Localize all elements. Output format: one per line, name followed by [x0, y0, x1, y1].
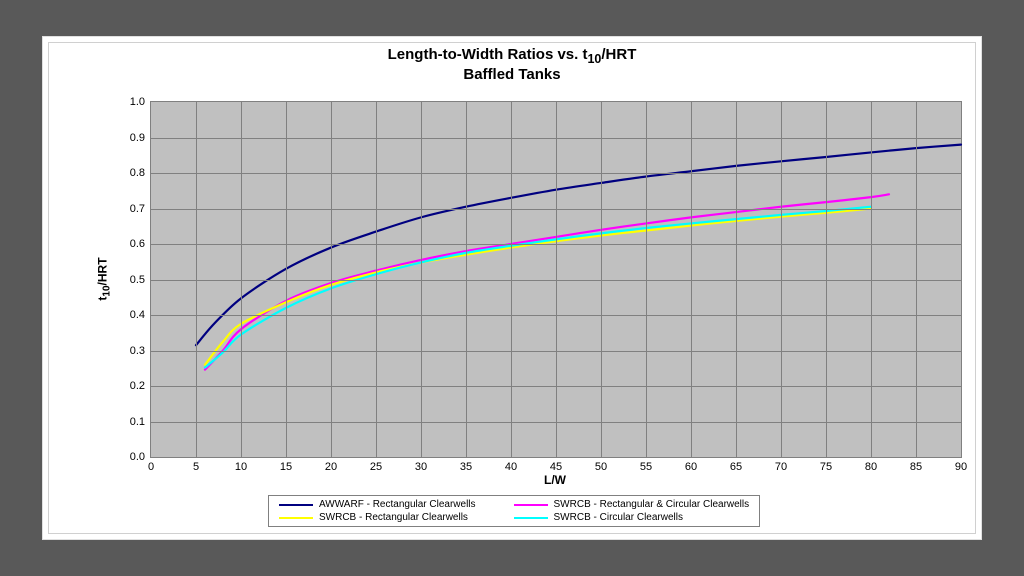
title-line1-tail: /HRT — [601, 46, 636, 63]
x-tick-label: 35 — [460, 461, 472, 473]
x-tick-label: 45 — [550, 461, 562, 473]
legend-label: SWRCB - Circular Clearwells — [554, 512, 683, 523]
legend-swatch — [279, 504, 313, 506]
x-tick-label: 10 — [235, 461, 247, 473]
gridline-horizontal — [151, 138, 961, 139]
legend-swatch — [279, 517, 313, 519]
y-tick-label: 0.3 — [130, 345, 145, 357]
y-tick-label: 0.1 — [130, 416, 145, 428]
y-tick-label: 0.9 — [130, 132, 145, 144]
legend-swatch — [514, 504, 548, 506]
gridline-horizontal — [151, 315, 961, 316]
y-tick-label: 0.8 — [130, 167, 145, 179]
y-tick-label: 1.0 — [130, 96, 145, 108]
legend-item: SWRCB - Circular Clearwells — [514, 511, 750, 524]
legend-label: SWRCB - Rectangular & Circular Clearwell… — [554, 499, 750, 510]
gridline-horizontal — [151, 422, 961, 423]
x-tick-label: 20 — [325, 461, 337, 473]
plot-area: 0510152025303540455055606570758085900.00… — [150, 101, 962, 458]
legend-item: SWRCB - Rectangular & Circular Clearwell… — [514, 498, 750, 511]
x-tick-label: 85 — [910, 461, 922, 473]
y-tick-label: 0.4 — [130, 309, 145, 321]
gridline-horizontal — [151, 244, 961, 245]
legend-swatch — [514, 517, 548, 519]
legend-item: SWRCB - Rectangular Clearwells — [279, 511, 476, 524]
x-tick-label: 25 — [370, 461, 382, 473]
x-tick-label: 15 — [280, 461, 292, 473]
x-tick-label: 55 — [640, 461, 652, 473]
x-tick-label: 5 — [193, 461, 199, 473]
y-tick-label: 0.2 — [130, 380, 145, 392]
series-line — [205, 207, 871, 368]
x-tick-label: 90 — [955, 461, 967, 473]
x-tick-label: 70 — [775, 461, 787, 473]
x-tick-label: 75 — [820, 461, 832, 473]
x-tick-label: 0 — [148, 461, 154, 473]
ylabel-pre: t — [95, 296, 109, 300]
gridline-horizontal — [151, 173, 961, 174]
x-axis-label: L/W — [544, 473, 566, 487]
title-line1-sub: 10 — [587, 52, 601, 66]
x-tick-label: 40 — [505, 461, 517, 473]
y-tick-label: 0.7 — [130, 203, 145, 215]
y-tick-label: 0.0 — [130, 451, 145, 463]
y-tick-label: 0.5 — [130, 274, 145, 286]
legend-label: SWRCB - Rectangular Clearwells — [319, 512, 468, 523]
ylabel-sub: 10 — [102, 285, 113, 296]
title-line1-pre: Length-to-Width Ratios vs. t — [388, 46, 588, 63]
x-tick-label: 65 — [730, 461, 742, 473]
y-axis-label: t10/HRT — [95, 257, 112, 300]
chart-title-line1: Length-to-Width Ratios vs. t10/HRT — [42, 46, 982, 66]
series-line — [205, 194, 889, 369]
chart-title: Length-to-Width Ratios vs. t10/HRT Baffl… — [42, 46, 982, 84]
legend-label: AWWARF - Rectangular Clearwells — [319, 499, 476, 510]
series-line — [205, 209, 871, 365]
chart-title-line2: Baffled Tanks — [42, 66, 982, 83]
gridline-horizontal — [151, 351, 961, 352]
y-tick-label: 0.6 — [130, 238, 145, 250]
legend-item: AWWARF - Rectangular Clearwells — [279, 498, 476, 511]
legend: AWWARF - Rectangular Clearwells SWRCB - R… — [268, 495, 760, 527]
gridline-horizontal — [151, 280, 961, 281]
gridline-horizontal — [151, 209, 961, 210]
x-tick-label: 50 — [595, 461, 607, 473]
chart-card: Length-to-Width Ratios vs. t10/HRT Baffl… — [42, 36, 982, 540]
x-tick-label: 80 — [865, 461, 877, 473]
ylabel-post: /HRT — [95, 257, 109, 285]
x-tick-label: 30 — [415, 461, 427, 473]
gridline-horizontal — [151, 386, 961, 387]
x-tick-label: 60 — [685, 461, 697, 473]
